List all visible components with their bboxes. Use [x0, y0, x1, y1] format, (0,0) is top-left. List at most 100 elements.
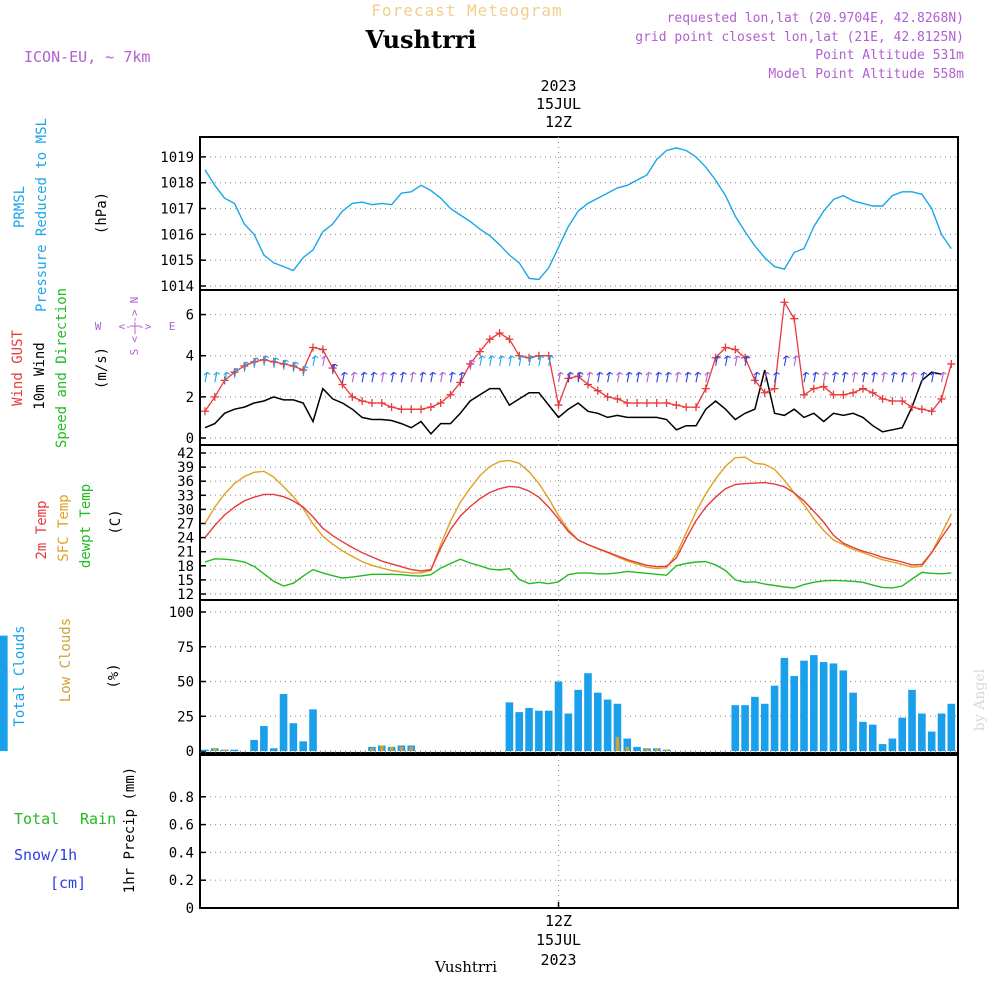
y-tick-label: 36 — [177, 474, 194, 490]
gust-marker — [780, 298, 789, 307]
total-cloud-bar — [574, 689, 582, 752]
gust-marker — [436, 399, 445, 408]
total-cloud-bar — [594, 692, 602, 752]
gust-marker — [947, 359, 956, 368]
wind-direction-arrow — [665, 371, 672, 383]
total-cloud-bar — [741, 705, 749, 752]
low-cloud-bar — [213, 748, 217, 752]
gust-marker — [289, 362, 298, 370]
wind-direction-arrow — [213, 371, 221, 383]
wind-direction-arrow — [841, 371, 849, 383]
low-cloud-bar — [625, 746, 630, 752]
wind-direction-arrow — [439, 371, 446, 383]
y-tick-label: 4 — [186, 349, 194, 365]
precip-panel — [199, 754, 959, 909]
dewpt-label: dewpt Temp — [78, 484, 94, 568]
gust-marker — [937, 394, 946, 403]
y-tick-label: 1018 — [160, 176, 194, 192]
wind-direction-arrow — [233, 367, 240, 379]
cloud-labels: Total Clouds Low Clouds (%) — [12, 618, 122, 727]
wind-direction-arrow — [223, 371, 230, 383]
wind-direction-arrow — [616, 371, 623, 383]
low-cloud-bar — [370, 748, 374, 752]
wind-direction-arrow — [645, 371, 653, 383]
celsius-unit: (C) — [108, 509, 124, 534]
low-cloud-bar — [389, 746, 394, 752]
ms-unit: (m/s) — [94, 347, 110, 389]
gust-marker — [210, 392, 219, 401]
total-cloud-bar — [269, 748, 278, 752]
gust-marker — [299, 366, 308, 375]
wind-direction-arrow — [871, 371, 879, 383]
low-cloud-bar — [664, 749, 669, 752]
low-clouds-label: Low Clouds — [58, 618, 74, 702]
total-cloud-bar — [0, 667, 8, 752]
wind-direction-arrow — [419, 371, 427, 383]
wind-direction-arrow — [341, 371, 348, 383]
compass-arrow-v: <-|-> — [128, 309, 141, 342]
wind-direction-arrow — [910, 371, 918, 383]
point-altitude: Point Altitude 531m — [815, 48, 964, 63]
y-tick-label: 1017 — [160, 202, 194, 218]
y-tick-label: 0.6 — [169, 818, 194, 834]
gust-marker — [554, 401, 563, 410]
bottom-time-label: 15JUL — [536, 931, 581, 949]
low-cloud-bar — [222, 749, 227, 752]
total-cloud-bar — [888, 738, 897, 752]
gust-marker — [927, 407, 936, 416]
y-tick-label: 1014 — [160, 279, 194, 295]
gust-marker — [279, 359, 288, 368]
prmsl-label: PRMSL — [12, 186, 28, 228]
total-clouds-label: Total Clouds — [12, 625, 28, 726]
gust-marker — [849, 388, 858, 397]
pressure-msl-label: Pressure Reduced to MSL — [34, 118, 50, 312]
gust-marker — [917, 405, 926, 414]
y-tick-label: 0 — [186, 901, 194, 917]
total-cloud-bar — [800, 660, 808, 752]
temperature-panel — [199, 444, 959, 601]
y-tick-label: 0 — [186, 744, 194, 760]
gust-marker — [475, 347, 484, 356]
gust-marker — [201, 407, 209, 416]
sfc-label: SFC Temp — [56, 494, 72, 561]
total-cloud-bar — [810, 655, 818, 752]
total-cloud-bar — [927, 731, 936, 752]
wind10m-label: 10m Wind — [32, 342, 48, 409]
wind-direction-arrow — [203, 371, 211, 383]
gust-marker — [731, 345, 740, 354]
percent-unit: (%) — [106, 663, 122, 688]
wind-direction-arrow — [625, 371, 633, 383]
y-tick-label: 25 — [177, 709, 194, 725]
wind-direction-arrow — [694, 371, 702, 383]
precip-unit: 1hr Precip (mm) — [122, 767, 138, 893]
t2m-label: 2m Temp — [34, 500, 50, 559]
y-tick-label: 15 — [177, 573, 194, 589]
wind-direction-arrow — [832, 371, 839, 383]
wind-direction-arrow — [782, 355, 790, 366]
wind-direction-arrow — [566, 371, 574, 383]
wind-direction-arrow — [370, 371, 378, 383]
low-cloud-bar — [654, 748, 659, 752]
gust-marker — [682, 403, 691, 412]
gust-marker — [662, 399, 671, 408]
gust-marker — [318, 345, 327, 354]
wind-direction-arrow — [321, 355, 329, 366]
wind-direction-arrow — [262, 355, 270, 366]
gust-marker — [858, 384, 867, 393]
gust-marker — [358, 396, 367, 405]
wind-direction-arrow — [596, 371, 604, 383]
total-cloud-bar — [279, 694, 288, 752]
y-tick-label: 42 — [177, 446, 194, 462]
gust-marker — [505, 335, 514, 344]
gust-marker — [407, 405, 416, 414]
location-title: Vushtrri — [365, 25, 477, 54]
wind-direction-arrow — [409, 371, 417, 383]
total-cloud-bar — [289, 723, 298, 752]
gust-marker — [692, 403, 700, 412]
wind-direction-arrow — [498, 355, 505, 366]
wind-labels: Wind GUST 10m Wind Speed and Direction (… — [10, 288, 175, 448]
y-tick-label: 2 — [186, 390, 194, 406]
total-cloud-bar — [515, 712, 524, 752]
clouds-panel — [199, 599, 959, 754]
